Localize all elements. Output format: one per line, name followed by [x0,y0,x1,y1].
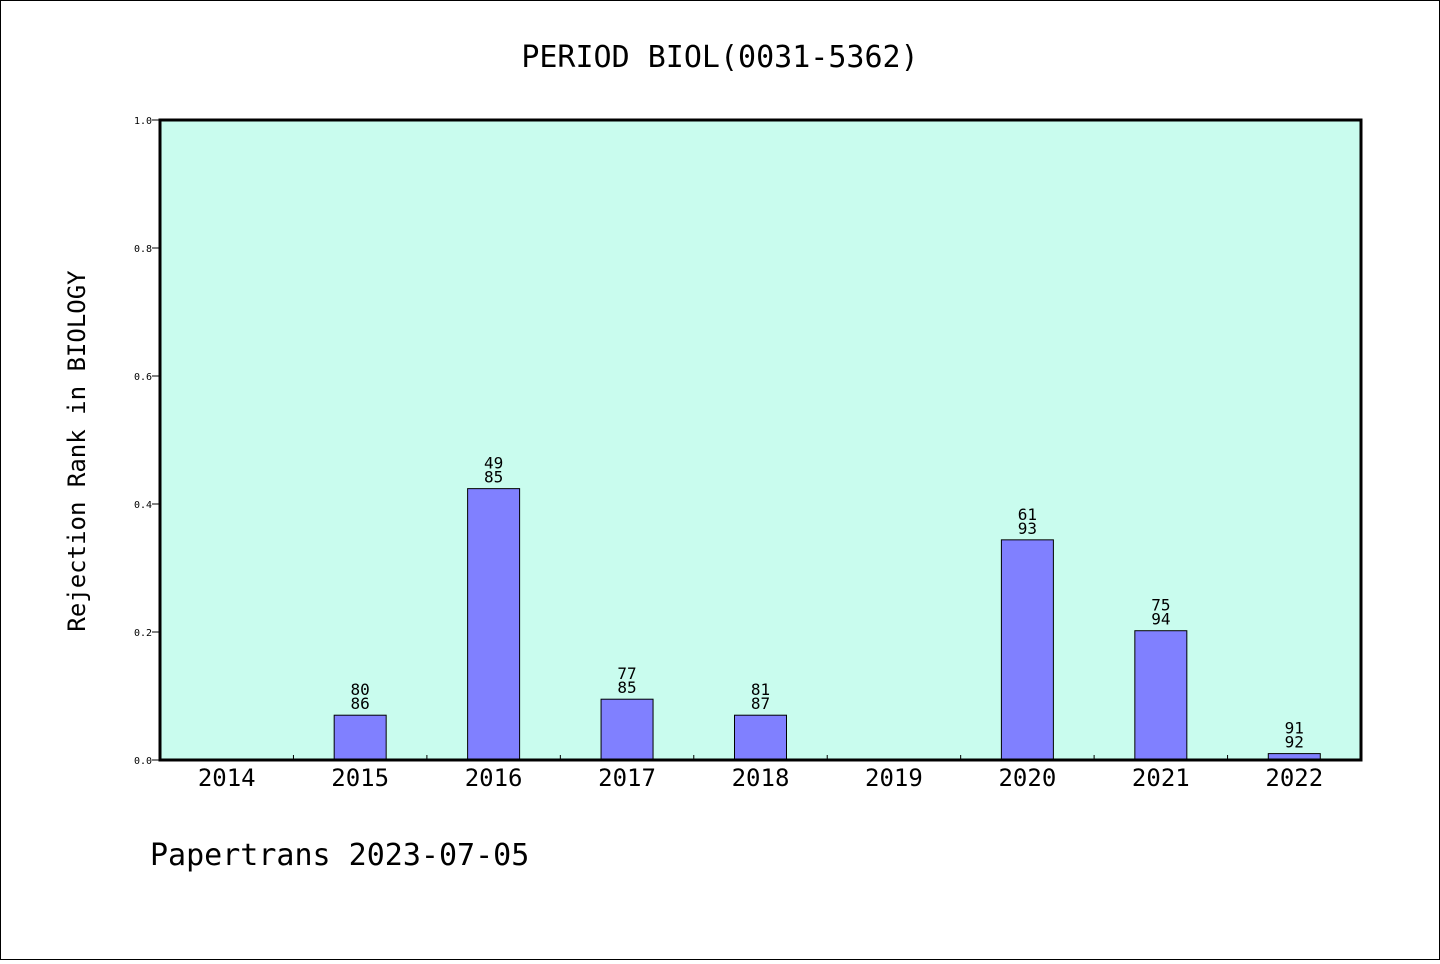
x-tick-label: 2015 [331,764,389,792]
data-label-top: 77 [617,664,636,683]
bar-2017 [600,698,654,761]
bar-2021 [1134,630,1188,761]
data-label-bottom: 87 [751,694,770,713]
y-tick-label: 0.6 [134,372,152,383]
plot-border [158,118,1363,762]
bar-2016 [467,488,521,761]
x-tick-label: 2020 [998,764,1056,792]
x-tick-label: 2016 [465,764,523,792]
data-label-top: 81 [751,680,770,699]
data-label-bottom: 92 [1285,733,1304,752]
x-tick-label: 2019 [865,764,923,792]
y-tick-label: 0.0 [134,756,152,767]
x-tick-label: 2018 [732,764,790,792]
data-label-top: 80 [351,680,370,699]
footer-credit: Papertrans 2023-07-05 [150,838,529,873]
data-label-top: 61 [1018,505,1037,524]
data-label-bottom: 85 [484,468,503,487]
x-tick-label: 2022 [1265,764,1323,792]
x-tick-label: 2014 [198,764,256,792]
data-label-bottom: 85 [617,678,636,697]
data-label-bottom: 93 [1018,519,1037,538]
bars [333,488,1321,761]
data-label-top: 75 [1151,596,1170,615]
y-axis-ticks: 0.0 0.2 0.4 0.6 0.8 1.0 [134,116,160,767]
bar-2020 [1000,539,1054,761]
x-axis-ticks: 2014 2015 2016 2017 2018 2019 2020 2021 2022 [198,755,1323,792]
x-tick-label: 2017 [598,764,656,792]
y-tick-label: 0.2 [134,628,152,639]
x-tick-label: 2021 [1132,764,1190,792]
data-label-bottom: 94 [1151,610,1170,629]
bar-2018 [734,714,787,761]
chart-title: PERIOD BIOL(0031-5362) [521,40,918,75]
y-tick-label: 0.8 [134,244,152,255]
bar-2015 [333,714,387,761]
data-label-top: 91 [1285,719,1304,738]
data-label-top: 49 [484,454,503,473]
y-tick-label: 1.0 [134,116,152,127]
data-label-bottom: 86 [351,694,370,713]
y-tick-label: 0.4 [134,500,152,511]
y-axis-label: Rejection Rank in BIOLOGY [63,270,91,632]
